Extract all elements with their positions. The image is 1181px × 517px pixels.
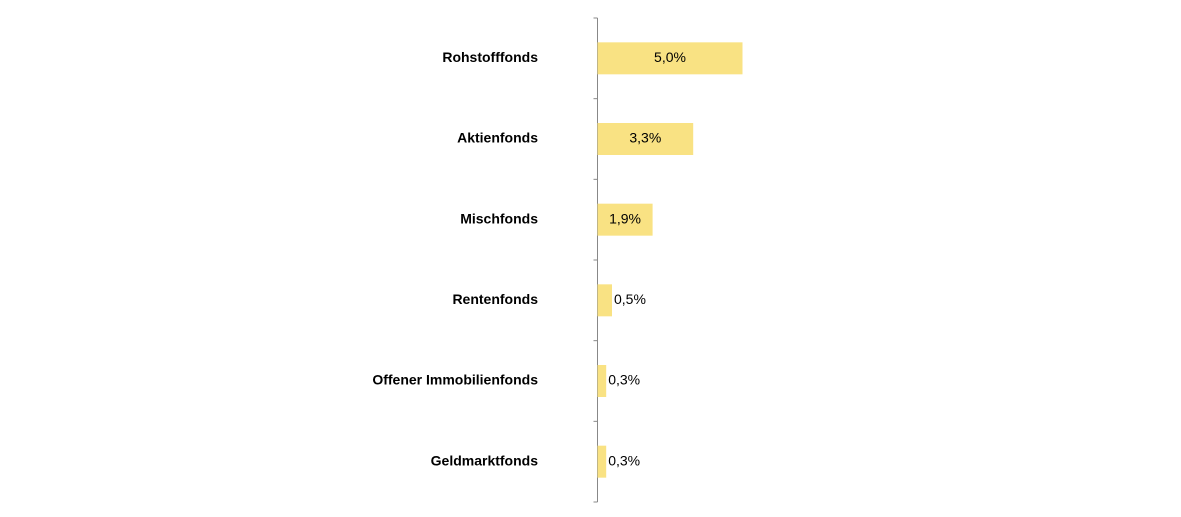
value-label: 3,3% — [629, 130, 661, 146]
category-label: Geldmarktfonds — [431, 452, 539, 468]
bar — [597, 123, 694, 155]
bar — [597, 284, 612, 317]
bar — [597, 365, 607, 397]
category-label: Rentenfonds — [452, 291, 538, 307]
value-label: 5,0% — [654, 49, 686, 65]
value-label: 0,3% — [608, 452, 640, 468]
value-label: 0,3% — [608, 372, 640, 388]
bar — [597, 42, 743, 75]
category-label: Offener Immobilienfonds — [372, 372, 538, 388]
category-label: Mischfonds — [460, 210, 538, 226]
category-label: Aktienfonds — [457, 130, 538, 146]
value-label: 0,5% — [614, 291, 646, 307]
value-label: 1,9% — [609, 210, 641, 226]
bar — [597, 203, 653, 236]
category-label: Rohstofffonds — [442, 49, 538, 65]
bar — [597, 445, 607, 478]
